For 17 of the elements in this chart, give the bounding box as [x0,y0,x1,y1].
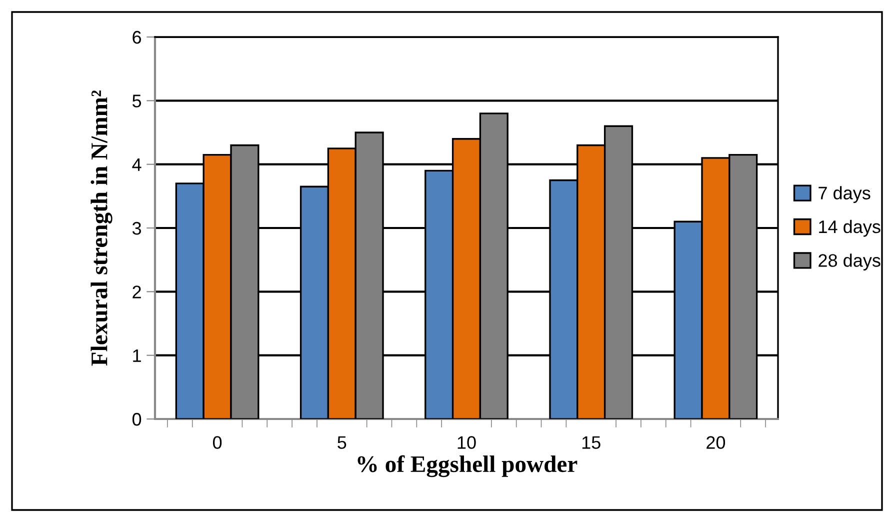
y-tick-label: 0 [132,412,142,426]
y-tick-label: 4 [132,158,142,171]
x-tick-label: 5 [338,436,346,449]
legend-label: 14 days [819,220,880,237]
x-axis-title: % of Eggshell powder [358,455,578,478]
y-tick-label: 6 [132,30,142,44]
x-tick-label: 15 [582,436,600,449]
y-tick-label: 3 [132,222,142,235]
x-tick-label: 10 [458,436,476,449]
y-axis-title: Flexural strength in N/mm² [90,90,112,366]
x-tick-label: 20 [706,436,726,449]
legend-label: 7 days [818,186,870,204]
y-tick-label: 2 [132,286,141,298]
x-tick-label: 0 [212,436,222,449]
legend-label: 28 days [818,254,880,270]
y-tick-label: 1 [133,349,141,362]
y-tick-label: 5 [132,94,142,108]
